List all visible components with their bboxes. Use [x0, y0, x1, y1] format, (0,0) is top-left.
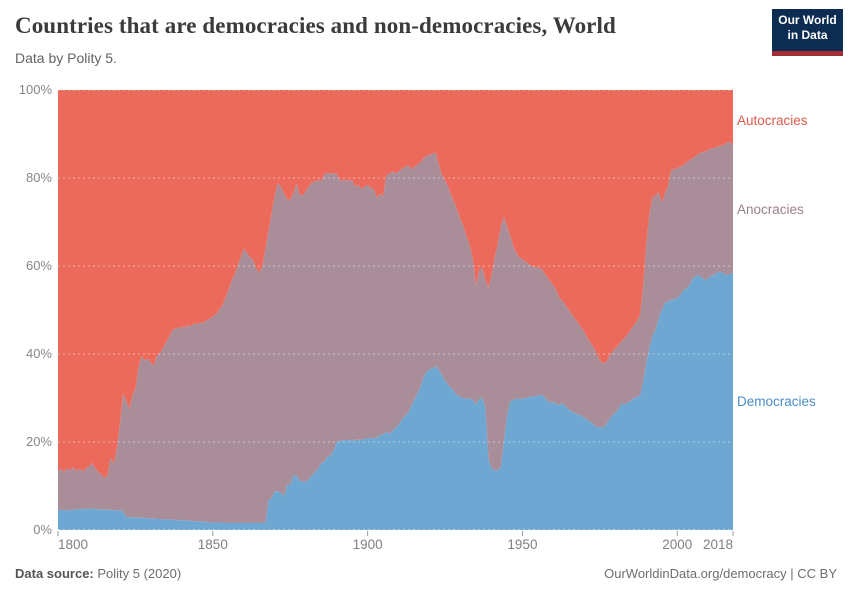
- owid-logo-line1: Our World: [778, 13, 837, 27]
- data-source-label: Data source:: [15, 566, 94, 581]
- series-label-autocracies: Autocracies: [737, 113, 808, 128]
- chart-subtitle: Data by Polity 5.: [15, 50, 117, 66]
- area-autocracies: [58, 90, 733, 479]
- y-axis-label-60: 60%: [25, 258, 52, 273]
- credit-link[interactable]: OurWorldinData.org/democracy | CC BY: [604, 566, 837, 581]
- area-democracies: [58, 271, 733, 530]
- area-anocracies: [58, 141, 733, 523]
- series-label-democracies: Democracies: [737, 394, 816, 409]
- data-source-note: Data source: Polity 5 (2020): [15, 566, 181, 581]
- page-title: Countries that are democracies and non-d…: [15, 13, 616, 38]
- x-axis-label-1950: 1950: [507, 537, 538, 552]
- x-axis-label-1800: 1800: [58, 537, 89, 552]
- x-axis-label-2018: 2018: [702, 537, 733, 552]
- y-axis-label-40: 40%: [25, 346, 52, 361]
- x-axis-label-1900: 1900: [352, 537, 383, 552]
- series-label-anocracies: Anocracies: [737, 202, 804, 217]
- data-source-value: Polity 5 (2020): [93, 566, 182, 581]
- x-axis-label-1850: 1850: [197, 537, 228, 552]
- x-axis-ticks: [57, 531, 734, 536]
- y-axis-label-20: 20%: [25, 434, 52, 449]
- chart-areas: [58, 90, 733, 530]
- owid-logo: Our World in Data: [772, 9, 843, 56]
- y-axis-label-100: 100%: [18, 82, 52, 97]
- y-axis-label-0: 0%: [33, 522, 52, 537]
- y-axis-label-80: 80%: [25, 170, 52, 185]
- x-axis-label-2000: 2000: [662, 537, 693, 552]
- owid-logo-line2: in Data: [787, 28, 828, 42]
